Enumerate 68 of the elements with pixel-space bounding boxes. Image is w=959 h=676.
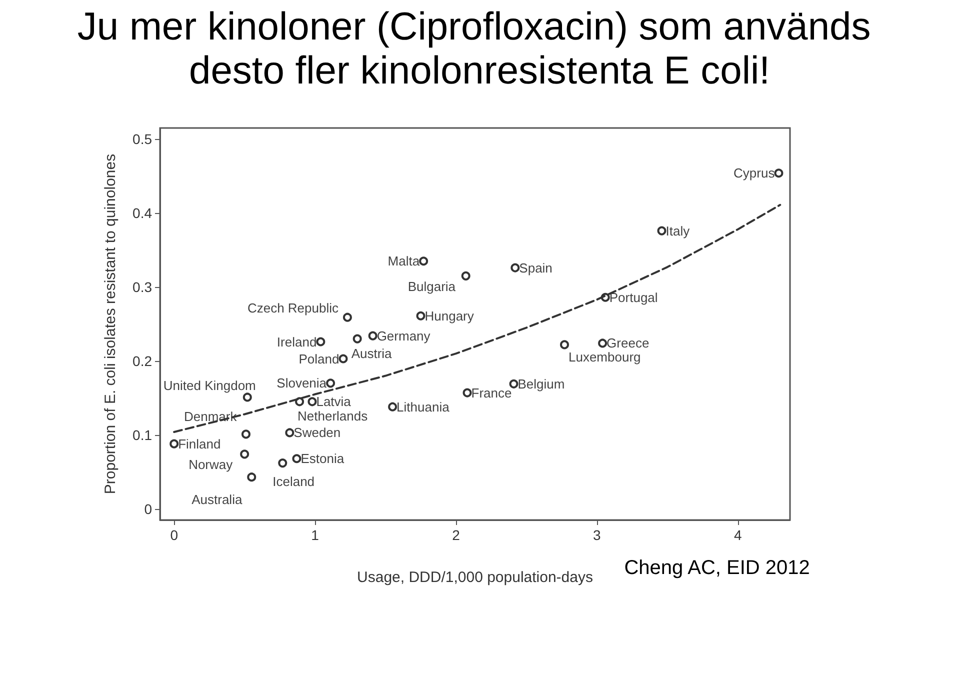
- annotation: Greece: [606, 336, 650, 351]
- point: [368, 331, 378, 340]
- annotation: Latvia: [316, 394, 352, 410]
- point: [510, 263, 520, 272]
- point: [598, 338, 608, 348]
- point: [240, 450, 250, 459]
- annotation: Hungary: [424, 308, 474, 324]
- annotation: United Kingdom: [163, 378, 256, 394]
- point: [241, 430, 250, 439]
- point: [560, 340, 569, 350]
- annotation: Italy: [666, 223, 690, 238]
- point: [242, 392, 252, 402]
- point: [416, 311, 426, 320]
- annotation: Bulgaria: [408, 278, 456, 294]
- x-tick-label: 2: [452, 527, 460, 543]
- annotation: Malta: [388, 254, 420, 269]
- annotation: Ireland: [276, 334, 317, 350]
- annotation: Iceland: [272, 474, 315, 490]
- annotation: Poland: [298, 351, 340, 366]
- annotation: Spain: [519, 260, 552, 276]
- y-tick-label: 0.2: [132, 352, 152, 369]
- annotation: Slovenia: [276, 376, 328, 391]
- point: [278, 458, 288, 468]
- annotation: Netherlands: [298, 408, 368, 424]
- annotation: Lithuania: [396, 399, 450, 414]
- point: [285, 428, 294, 438]
- point: [338, 354, 348, 364]
- x-tick-label: 0: [170, 527, 178, 543]
- y-axis-title: Proportion of E. coli isolates resistant to quinolones: [102, 154, 119, 494]
- point: [247, 472, 256, 482]
- point: [316, 337, 326, 346]
- annotation: Austria: [351, 346, 393, 361]
- annotation: Germany: [376, 328, 431, 344]
- y-tick-label: 0.4: [132, 205, 152, 222]
- annotation: France: [471, 385, 512, 400]
- x-tick-label: 1: [311, 527, 320, 543]
- point: [295, 397, 304, 406]
- point: [462, 388, 472, 398]
- y-tick-label: 0: [144, 500, 152, 517]
- annotation: Belgium: [518, 376, 565, 392]
- point: [509, 379, 518, 388]
- point: [352, 334, 362, 344]
- annotation: Portugal: [609, 290, 658, 305]
- point: [326, 378, 336, 388]
- point: [292, 454, 302, 464]
- annotation: Finland: [178, 436, 221, 452]
- annotation: Estonia: [300, 451, 345, 466]
- annotation: Czech Republic: [247, 300, 339, 316]
- point: [461, 271, 470, 280]
- x-axis-title: Usage, DDD/1,000 population-days: [357, 569, 593, 586]
- x-tick-label: 4: [734, 527, 742, 543]
- annotation: Australia: [192, 492, 243, 508]
- text: Cheng AC, EID 2012: [624, 557, 810, 579]
- annotation: Cyprus: [734, 166, 776, 181]
- annotation: Norway: [188, 457, 234, 472]
- point: [342, 312, 352, 322]
- chart-title: Ju mer kinoloner (Ciprofloxacin) som används desto fler kinolonresistenta E coli!: [77, 6, 882, 92]
- point: [170, 439, 179, 448]
- annotation: Sweden: [294, 425, 341, 440]
- point: [774, 168, 784, 178]
- point: [657, 226, 666, 236]
- point: [308, 397, 317, 406]
- x-tick-label: 3: [593, 527, 602, 543]
- y-tick-label: 0.3: [132, 279, 152, 296]
- point: [388, 402, 398, 412]
- annotation: Luxembourg: [568, 350, 641, 365]
- y-tick-label: 0.5: [132, 131, 152, 148]
- y-tick-label: 0.1: [132, 426, 152, 443]
